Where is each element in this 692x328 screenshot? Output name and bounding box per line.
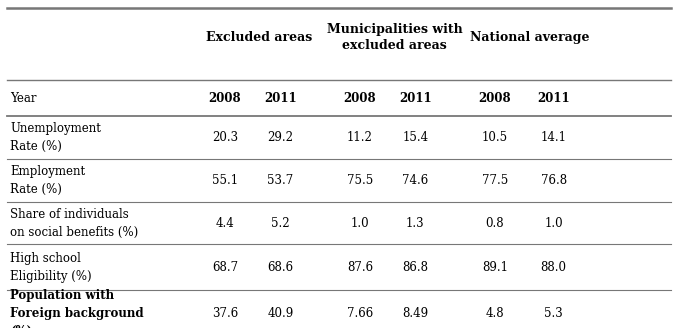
Text: 53.7: 53.7 bbox=[267, 174, 293, 187]
Text: Population with: Population with bbox=[10, 289, 114, 302]
Text: 1.0: 1.0 bbox=[351, 216, 369, 230]
Text: 77.5: 77.5 bbox=[482, 174, 508, 187]
Text: Unemployment: Unemployment bbox=[10, 122, 101, 135]
Text: 37.6: 37.6 bbox=[212, 307, 238, 320]
Text: High school: High school bbox=[10, 252, 81, 265]
Text: 0.8: 0.8 bbox=[486, 216, 504, 230]
Text: 89.1: 89.1 bbox=[482, 261, 508, 274]
Text: 75.5: 75.5 bbox=[347, 174, 373, 187]
Text: 1.3: 1.3 bbox=[406, 216, 424, 230]
Text: 40.9: 40.9 bbox=[267, 307, 293, 320]
Text: 4.8: 4.8 bbox=[486, 307, 504, 320]
Text: 29.2: 29.2 bbox=[267, 131, 293, 144]
Text: 2008: 2008 bbox=[343, 92, 376, 105]
Text: 2008: 2008 bbox=[208, 92, 242, 105]
Text: 15.4: 15.4 bbox=[402, 131, 428, 144]
Text: 5.2: 5.2 bbox=[271, 216, 289, 230]
Text: 2011: 2011 bbox=[537, 92, 570, 105]
Text: 87.6: 87.6 bbox=[347, 261, 373, 274]
Text: 86.8: 86.8 bbox=[402, 261, 428, 274]
Text: 11.2: 11.2 bbox=[347, 131, 373, 144]
Text: Rate (%): Rate (%) bbox=[10, 183, 62, 196]
Text: 5.3: 5.3 bbox=[544, 307, 563, 320]
Text: 14.1: 14.1 bbox=[540, 131, 567, 144]
Text: on social benefits (%): on social benefits (%) bbox=[10, 226, 138, 238]
Text: 88.0: 88.0 bbox=[540, 261, 567, 274]
Text: Eligibility (%): Eligibility (%) bbox=[10, 270, 92, 283]
Text: Year: Year bbox=[10, 92, 37, 105]
Text: 2011: 2011 bbox=[264, 92, 297, 105]
Text: Share of individuals: Share of individuals bbox=[10, 208, 129, 220]
Text: (%): (%) bbox=[10, 325, 33, 328]
Text: 10.5: 10.5 bbox=[482, 131, 508, 144]
Text: Municipalities with
excluded areas: Municipalities with excluded areas bbox=[327, 23, 462, 52]
Text: Rate (%): Rate (%) bbox=[10, 140, 62, 153]
Text: 74.6: 74.6 bbox=[402, 174, 428, 187]
Text: 76.8: 76.8 bbox=[540, 174, 567, 187]
Text: Foreign background: Foreign background bbox=[10, 307, 144, 320]
Text: 2011: 2011 bbox=[399, 92, 432, 105]
Text: Excluded areas: Excluded areas bbox=[206, 31, 313, 44]
Text: 68.7: 68.7 bbox=[212, 261, 238, 274]
Text: Employment: Employment bbox=[10, 165, 86, 178]
Text: 68.6: 68.6 bbox=[267, 261, 293, 274]
Text: 2008: 2008 bbox=[478, 92, 511, 105]
Text: 1.0: 1.0 bbox=[545, 216, 563, 230]
Text: 7.66: 7.66 bbox=[347, 307, 373, 320]
Text: 4.4: 4.4 bbox=[215, 216, 235, 230]
Text: 20.3: 20.3 bbox=[212, 131, 238, 144]
Text: National average: National average bbox=[470, 31, 589, 44]
Text: 55.1: 55.1 bbox=[212, 174, 238, 187]
Text: 8.49: 8.49 bbox=[402, 307, 428, 320]
